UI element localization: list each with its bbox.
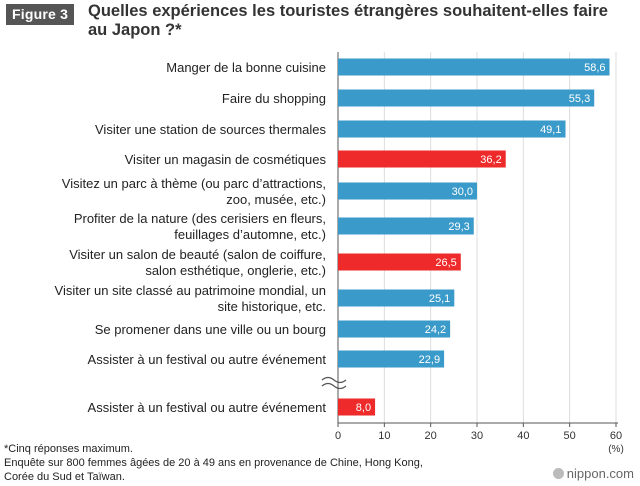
footnotes: *Cinq réponses maximum. Enquête sur 800 … <box>4 442 423 484</box>
category-label: salon esthétique, onglerie, etc.) <box>145 263 326 278</box>
bar-value-label: 22,9 <box>419 354 440 366</box>
x-tick-label: 40 <box>517 430 529 442</box>
bar-value-label: 8,0 <box>356 402 371 414</box>
nippon-logo: nippon.com <box>552 466 634 481</box>
logo-text: nippon.com <box>566 466 634 481</box>
bar <box>338 150 506 168</box>
x-tick-label: 50 <box>564 430 576 442</box>
x-unit-label: (%) <box>608 444 624 455</box>
category-label: Visiter un magasin de cosmétiques <box>125 152 327 167</box>
bar-value-label: 55,3 <box>569 93 590 105</box>
category-label: Visiter un site classé au patrimoine mon… <box>55 283 326 298</box>
category-label: Assister à un festival ou autre événemen… <box>88 352 327 367</box>
x-tick-label: 20 <box>425 430 437 442</box>
footnote-line: Corée du Sud et Taïwan. <box>4 471 125 483</box>
bar <box>338 58 610 76</box>
bar-value-label: 36,2 <box>480 154 501 166</box>
bar <box>338 398 376 416</box>
category-label: Visiter un salon de beauté (salon de coi… <box>69 247 326 262</box>
figure-label: Figure 3 <box>6 4 75 25</box>
bar <box>338 89 595 107</box>
category-label: feuillages d’automne, etc.) <box>174 227 326 242</box>
category-label: zoo, musée, etc.) <box>226 192 326 207</box>
x-tick-label: 0 <box>335 430 341 442</box>
bar-value-label: 29,3 <box>448 221 469 233</box>
category-label: site historique, etc. <box>218 299 326 314</box>
category-label: Visiter une station de sources thermales <box>95 122 326 137</box>
bar <box>338 289 455 307</box>
bar-value-label: 49,1 <box>540 124 561 136</box>
bar-value-label: 25,1 <box>429 293 450 305</box>
category-label: Assister à un festival ou autre événemen… <box>88 400 327 415</box>
chart-title: Quelles expériences les touristes étrang… <box>88 2 608 39</box>
bar-value-label: 26,5 <box>435 257 456 269</box>
bar <box>338 120 566 138</box>
x-tick-label: 30 <box>471 430 483 442</box>
bar-value-label: 24,2 <box>425 324 446 336</box>
category-label: Profiter de la nature (des cerisiers en … <box>74 211 326 226</box>
bar <box>338 350 445 368</box>
bar-value-label: 58,6 <box>584 62 605 74</box>
axis-break-icon <box>321 382 347 390</box>
bar <box>338 217 474 235</box>
bar <box>338 253 461 271</box>
logo-mark-icon <box>552 468 564 479</box>
bar-value-label: 30,0 <box>452 186 473 198</box>
axis-break-icon <box>321 376 347 384</box>
x-tick-label: 10 <box>378 430 390 442</box>
bar <box>338 320 451 338</box>
category-label: Visitez un parc à thème (ou parc d’attra… <box>62 176 326 191</box>
x-tick-label: 60 <box>610 430 622 442</box>
category-label: Se promener dans une ville ou un bourg <box>95 322 326 337</box>
category-label: Manger de la bonne cuisine <box>166 60 326 75</box>
bar <box>338 182 477 200</box>
category-label: Faire du shopping <box>222 91 326 106</box>
footnote-line: Enquête sur 800 femmes âgées de 20 à 49 … <box>4 457 423 469</box>
footnote-line: *Cinq réponses maximum. <box>4 443 133 455</box>
